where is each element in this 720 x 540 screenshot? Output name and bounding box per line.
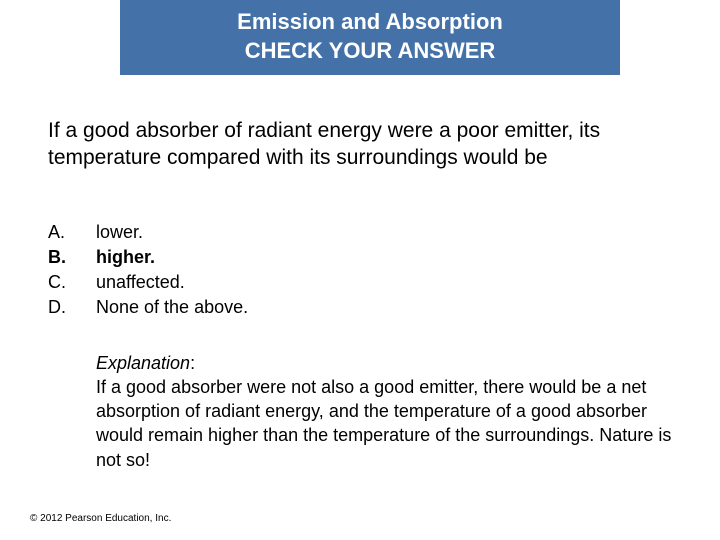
explanation-block: Explanation: If a good absorber were not…	[96, 351, 672, 472]
explanation-text: If a good absorber were not also a good …	[96, 377, 671, 470]
option-a: A. lower.	[48, 220, 720, 245]
option-letter: C.	[48, 270, 96, 295]
slide-header: Emission and Absorption CHECK YOUR ANSWE…	[120, 0, 620, 75]
option-letter: B.	[48, 245, 96, 270]
option-text: unaffected.	[96, 270, 185, 295]
question-text: If a good absorber of radiant energy wer…	[48, 117, 680, 172]
option-c: C. unaffected.	[48, 270, 720, 295]
copyright-footer: © 2012 Pearson Education, Inc.	[30, 513, 171, 524]
option-d: D. None of the above.	[48, 295, 720, 320]
option-text: lower.	[96, 220, 143, 245]
option-text: higher.	[96, 245, 155, 270]
header-line-1: Emission and Absorption	[120, 8, 620, 37]
option-letter: D.	[48, 295, 96, 320]
explanation-colon: :	[190, 353, 195, 373]
option-text: None of the above.	[96, 295, 248, 320]
option-letter: A.	[48, 220, 96, 245]
explanation-label: Explanation	[96, 353, 190, 373]
option-b: B. higher.	[48, 245, 720, 270]
options-list: A. lower. B. higher. C. unaffected. D. N…	[48, 220, 720, 321]
header-line-2: CHECK YOUR ANSWER	[120, 37, 620, 66]
